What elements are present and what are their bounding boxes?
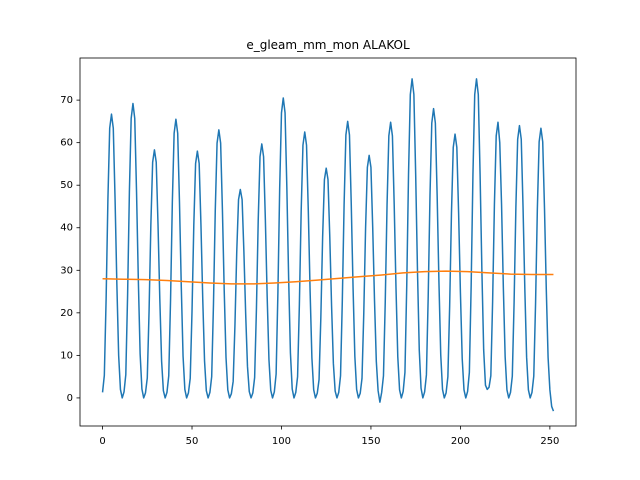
data-line (101, 78, 555, 412)
x-tick-label: 50 (186, 436, 199, 447)
x-tick-label: 0 (99, 436, 105, 447)
x-tick-label: 250 (540, 436, 559, 447)
y-tick-label: 70 (60, 95, 73, 106)
data-line (102, 270, 554, 285)
y-tick-label: 40 (60, 223, 73, 234)
y-tick-label: 60 (60, 138, 73, 149)
x-tick-label: 100 (272, 436, 291, 447)
plot-frame (79, 57, 577, 427)
x-tick-label: 150 (361, 436, 380, 447)
x-tick-label: 200 (451, 436, 470, 447)
y-tick-label: 0 (67, 393, 73, 404)
y-tick-label: 20 (60, 308, 73, 319)
y-tick-label: 30 (60, 265, 73, 276)
y-tick-label: 10 (60, 350, 73, 361)
chart-title: e_gleam_mm_mon ALAKOL (246, 38, 410, 52)
y-tick-label: 50 (60, 180, 73, 191)
